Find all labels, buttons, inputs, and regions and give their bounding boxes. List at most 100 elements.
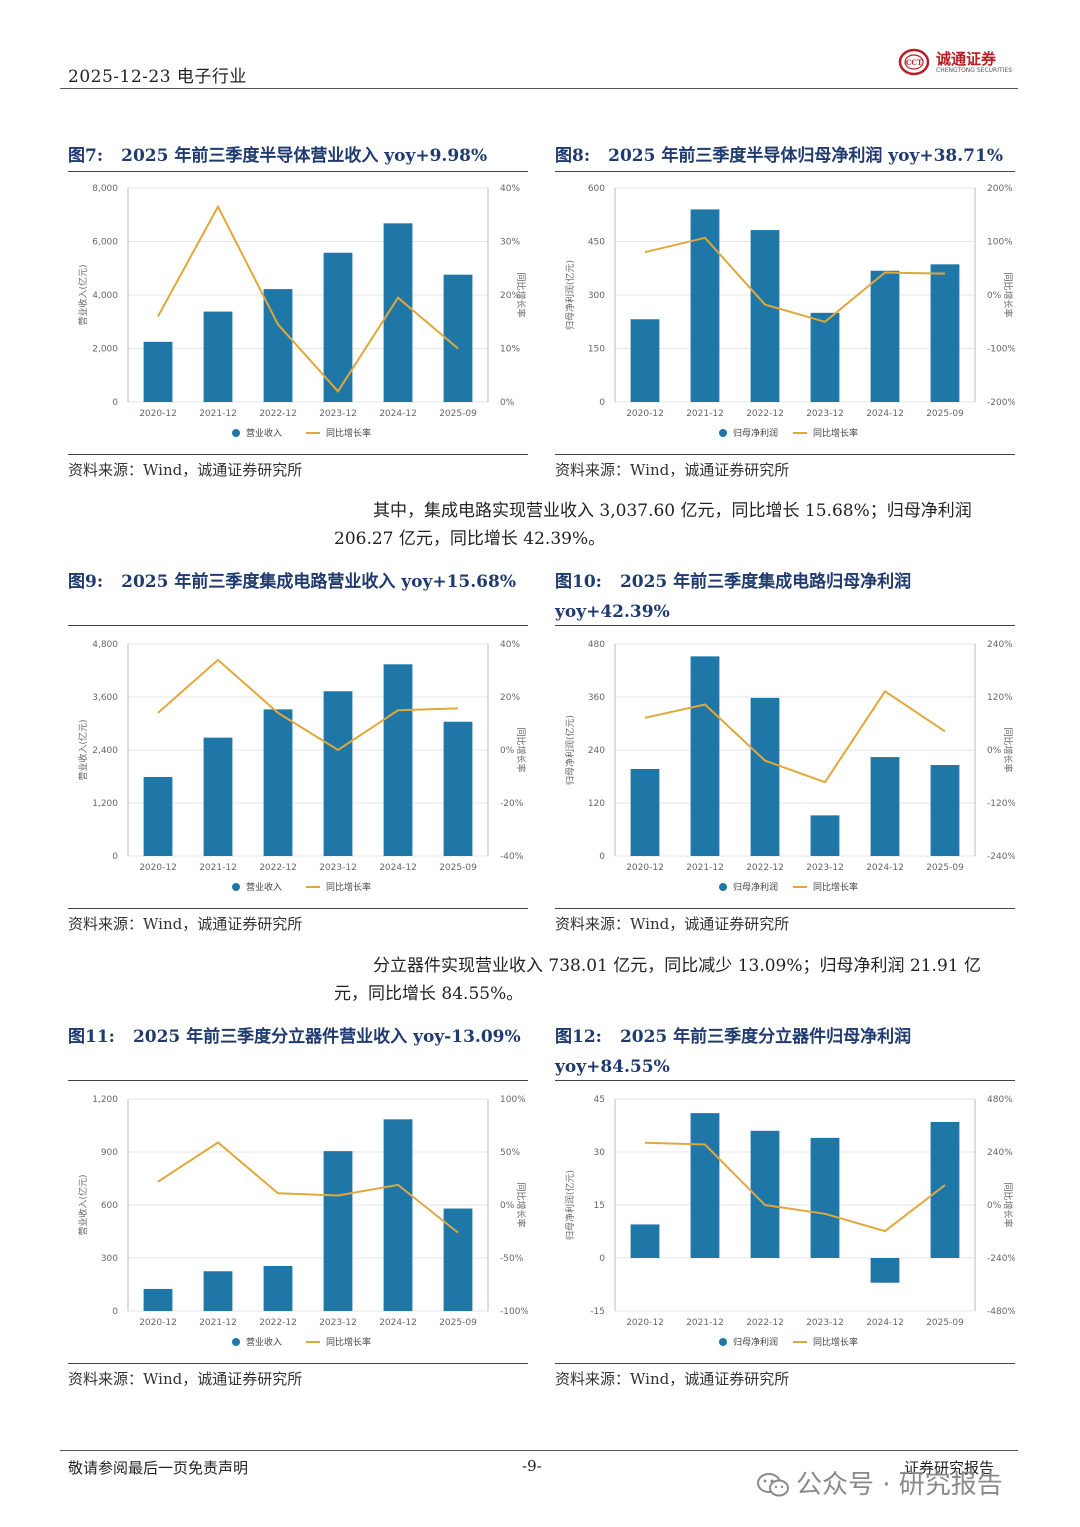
y-axis-title: 营业收入(亿元) (77, 719, 89, 780)
figure-8-title: 图8: 2025 年前三季度半导体归母净利润 yoy+38.71% (555, 141, 1003, 171)
figure-9-caption: 2025 年前三季度集成电路营业收入 yoy+15.68% (121, 572, 516, 592)
x-tick-label: 2024-12 (379, 1318, 417, 1328)
y2-tick-label: 240% (987, 640, 1013, 650)
legend-bar-marker (719, 1338, 727, 1346)
figure-11-title: 图11: 2025 年前三季度分立器件营业收入 yoy-13.09% (68, 1022, 521, 1052)
y2-tick-label: 0% (500, 746, 515, 756)
company-logo: CCT 诚通证券 CHENGTONG SECURITIES (898, 46, 1013, 78)
x-tick-label: 2023-12 (319, 863, 357, 873)
bar (810, 1137, 840, 1258)
chart-figure-11: 0 -100% 300 -50% 600 0% 900 50% 1,200 100% 营业收入(亿元… (68, 1085, 529, 1359)
logo-mark-icon: CCT (898, 48, 930, 76)
legend-bar-marker (719, 429, 727, 437)
figure-11-caption: 2025 年前三季度分立器件营业收入 yoy-13.09% (132, 1027, 521, 1047)
chart-figure-8: 0 -200% 150 -100% 300 0% 450 100% 600 200% 归母净利润(亿… (555, 174, 1016, 450)
figure-7-number: 图7: (68, 146, 104, 166)
y-tick-label: 450 (588, 238, 605, 248)
y2-axis-title: 同比增长率 (1002, 727, 1014, 772)
x-tick-label: 2025-09 (926, 409, 964, 419)
logo-subtitle: CHENGTONG SECURITIES (936, 67, 1013, 74)
y-tick-label: 2,000 (92, 345, 118, 355)
y-tick-label: 150 (588, 345, 605, 355)
logo-mark-text: CCT (906, 58, 923, 67)
y-tick-label: 4,800 (92, 640, 118, 650)
x-tick-label: 2023-12 (806, 409, 844, 419)
x-tick-label: 2022-12 (259, 409, 297, 419)
y2-tick-label: 100% (500, 1095, 526, 1105)
y2-axis-title: 同比增长率 (1002, 1182, 1014, 1227)
x-tick-label: 2020-12 (139, 1318, 177, 1328)
figure-8-caption: 2025 年前三季度半导体归母净利润 yoy+38.71% (608, 146, 1003, 166)
bar (630, 768, 660, 856)
legend-bar-label: 营业收入 (246, 1336, 282, 1348)
header-date-industry: 2025-12-23 电子行业 (68, 67, 247, 87)
figure-11-bottom-rule (68, 1363, 528, 1364)
y-tick-label: 6,000 (92, 238, 118, 248)
bar (203, 1271, 233, 1311)
series-line (157, 1141, 459, 1234)
figure-8-rule (555, 171, 1015, 172)
y2-tick-label: 30% (500, 238, 520, 248)
figure-12-number: 图12: (555, 1027, 602, 1047)
y-tick-label: 45 (594, 1095, 605, 1105)
footer-disclaimer-link[interactable]: 敬请参阅最后一页免责声明 (68, 1459, 249, 1477)
series-line (644, 236, 946, 323)
x-tick-label: 2022-12 (746, 863, 784, 873)
y-tick-label: 600 (101, 1201, 118, 1211)
header-rule (60, 88, 1018, 89)
y2-tick-label: -480% (987, 1307, 1015, 1317)
figure-7-source: 资料来源：Wind，诚通证券研究所 (68, 461, 303, 479)
x-tick-label: 2023-12 (319, 409, 357, 419)
y-tick-label: 1,200 (92, 1095, 118, 1105)
bar (930, 1121, 960, 1258)
legend-line-label: 同比增长率 (326, 427, 371, 439)
bar (930, 765, 960, 856)
legend-bar-label: 营业收入 (246, 881, 282, 893)
legend-bar-marker (232, 1338, 240, 1346)
y2-tick-label: -100% (500, 1307, 528, 1317)
bar (930, 264, 960, 402)
series-line (644, 1141, 946, 1233)
y-tick-label: 15 (594, 1201, 605, 1211)
y-tick-label: 0 (112, 852, 118, 862)
figure-10-bottom-rule (555, 908, 1015, 909)
footer-report-type: 证券研究报告 (904, 1459, 995, 1477)
y2-tick-label: -20% (500, 799, 524, 809)
bar (630, 1224, 660, 1258)
legend-line-label: 同比增长率 (813, 427, 858, 439)
x-tick-label: 2020-12 (139, 409, 177, 419)
figure-9-bottom-rule (68, 908, 528, 909)
x-tick-label: 2020-12 (626, 1318, 664, 1328)
bar (143, 776, 173, 856)
x-tick-label: 2021-12 (199, 1318, 237, 1328)
figure-10-caption-line-2: yoy+42.39% (555, 602, 670, 622)
chart-svg: 0 -100% 300 -50% 600 0% 900 50% 1,200 100% 营业收入(亿元… (77, 1095, 529, 1348)
bar (870, 270, 900, 402)
x-tick-label: 2020-12 (139, 863, 177, 873)
y-tick-label: 0 (112, 398, 118, 408)
y-tick-label: 360 (588, 693, 605, 703)
paragraph-1-line-2: 206.27 亿元，同比增长 42.39%。 (334, 529, 606, 549)
bar (383, 664, 413, 856)
x-tick-label: 2021-12 (686, 409, 724, 419)
figure-7-rule (68, 171, 528, 172)
y2-tick-label: 40% (500, 640, 520, 650)
y-tick-label: 120 (588, 799, 605, 809)
x-tick-label: 2022-12 (259, 863, 297, 873)
y-tick-label: 300 (588, 291, 605, 301)
y-axis-title: 归母净利润(亿元) (564, 260, 576, 330)
bar (690, 1113, 720, 1258)
x-tick-label: 2024-12 (866, 863, 904, 873)
figure-10-title: 图10: 2025 年前三季度集成电路归母净利润 yoy+42.39% (555, 567, 911, 627)
y-tick-label: 0 (599, 852, 605, 862)
chart-figure-12: -15 -480% 0 -240% 15 0% 30 240% 45 480% 归母净利润(亿元) 同… (555, 1085, 1016, 1359)
y-tick-label: 480 (588, 640, 605, 650)
x-tick-label: 2025-09 (926, 863, 964, 873)
y2-tick-label: -100% (987, 345, 1015, 355)
figure-12-caption-line-2: yoy+84.55% (555, 1057, 670, 1077)
y2-tick-label: -50% (500, 1254, 524, 1264)
chart-svg: 0 -240% 120 -120% 240 0% 360 120% 480 240% 归母净利润(亿… (564, 640, 1016, 893)
chart-figure-9: 0 -40% 1,200 -20% 2,400 0% 3,600 20% 4,800 40% 营业收… (68, 630, 528, 904)
chart-figure-7: 0 0% 2,000 10% 4,000 20% 6,000 30% 8,000 40% 营业收入(… (68, 174, 528, 450)
y2-tick-label: -240% (987, 1254, 1015, 1264)
